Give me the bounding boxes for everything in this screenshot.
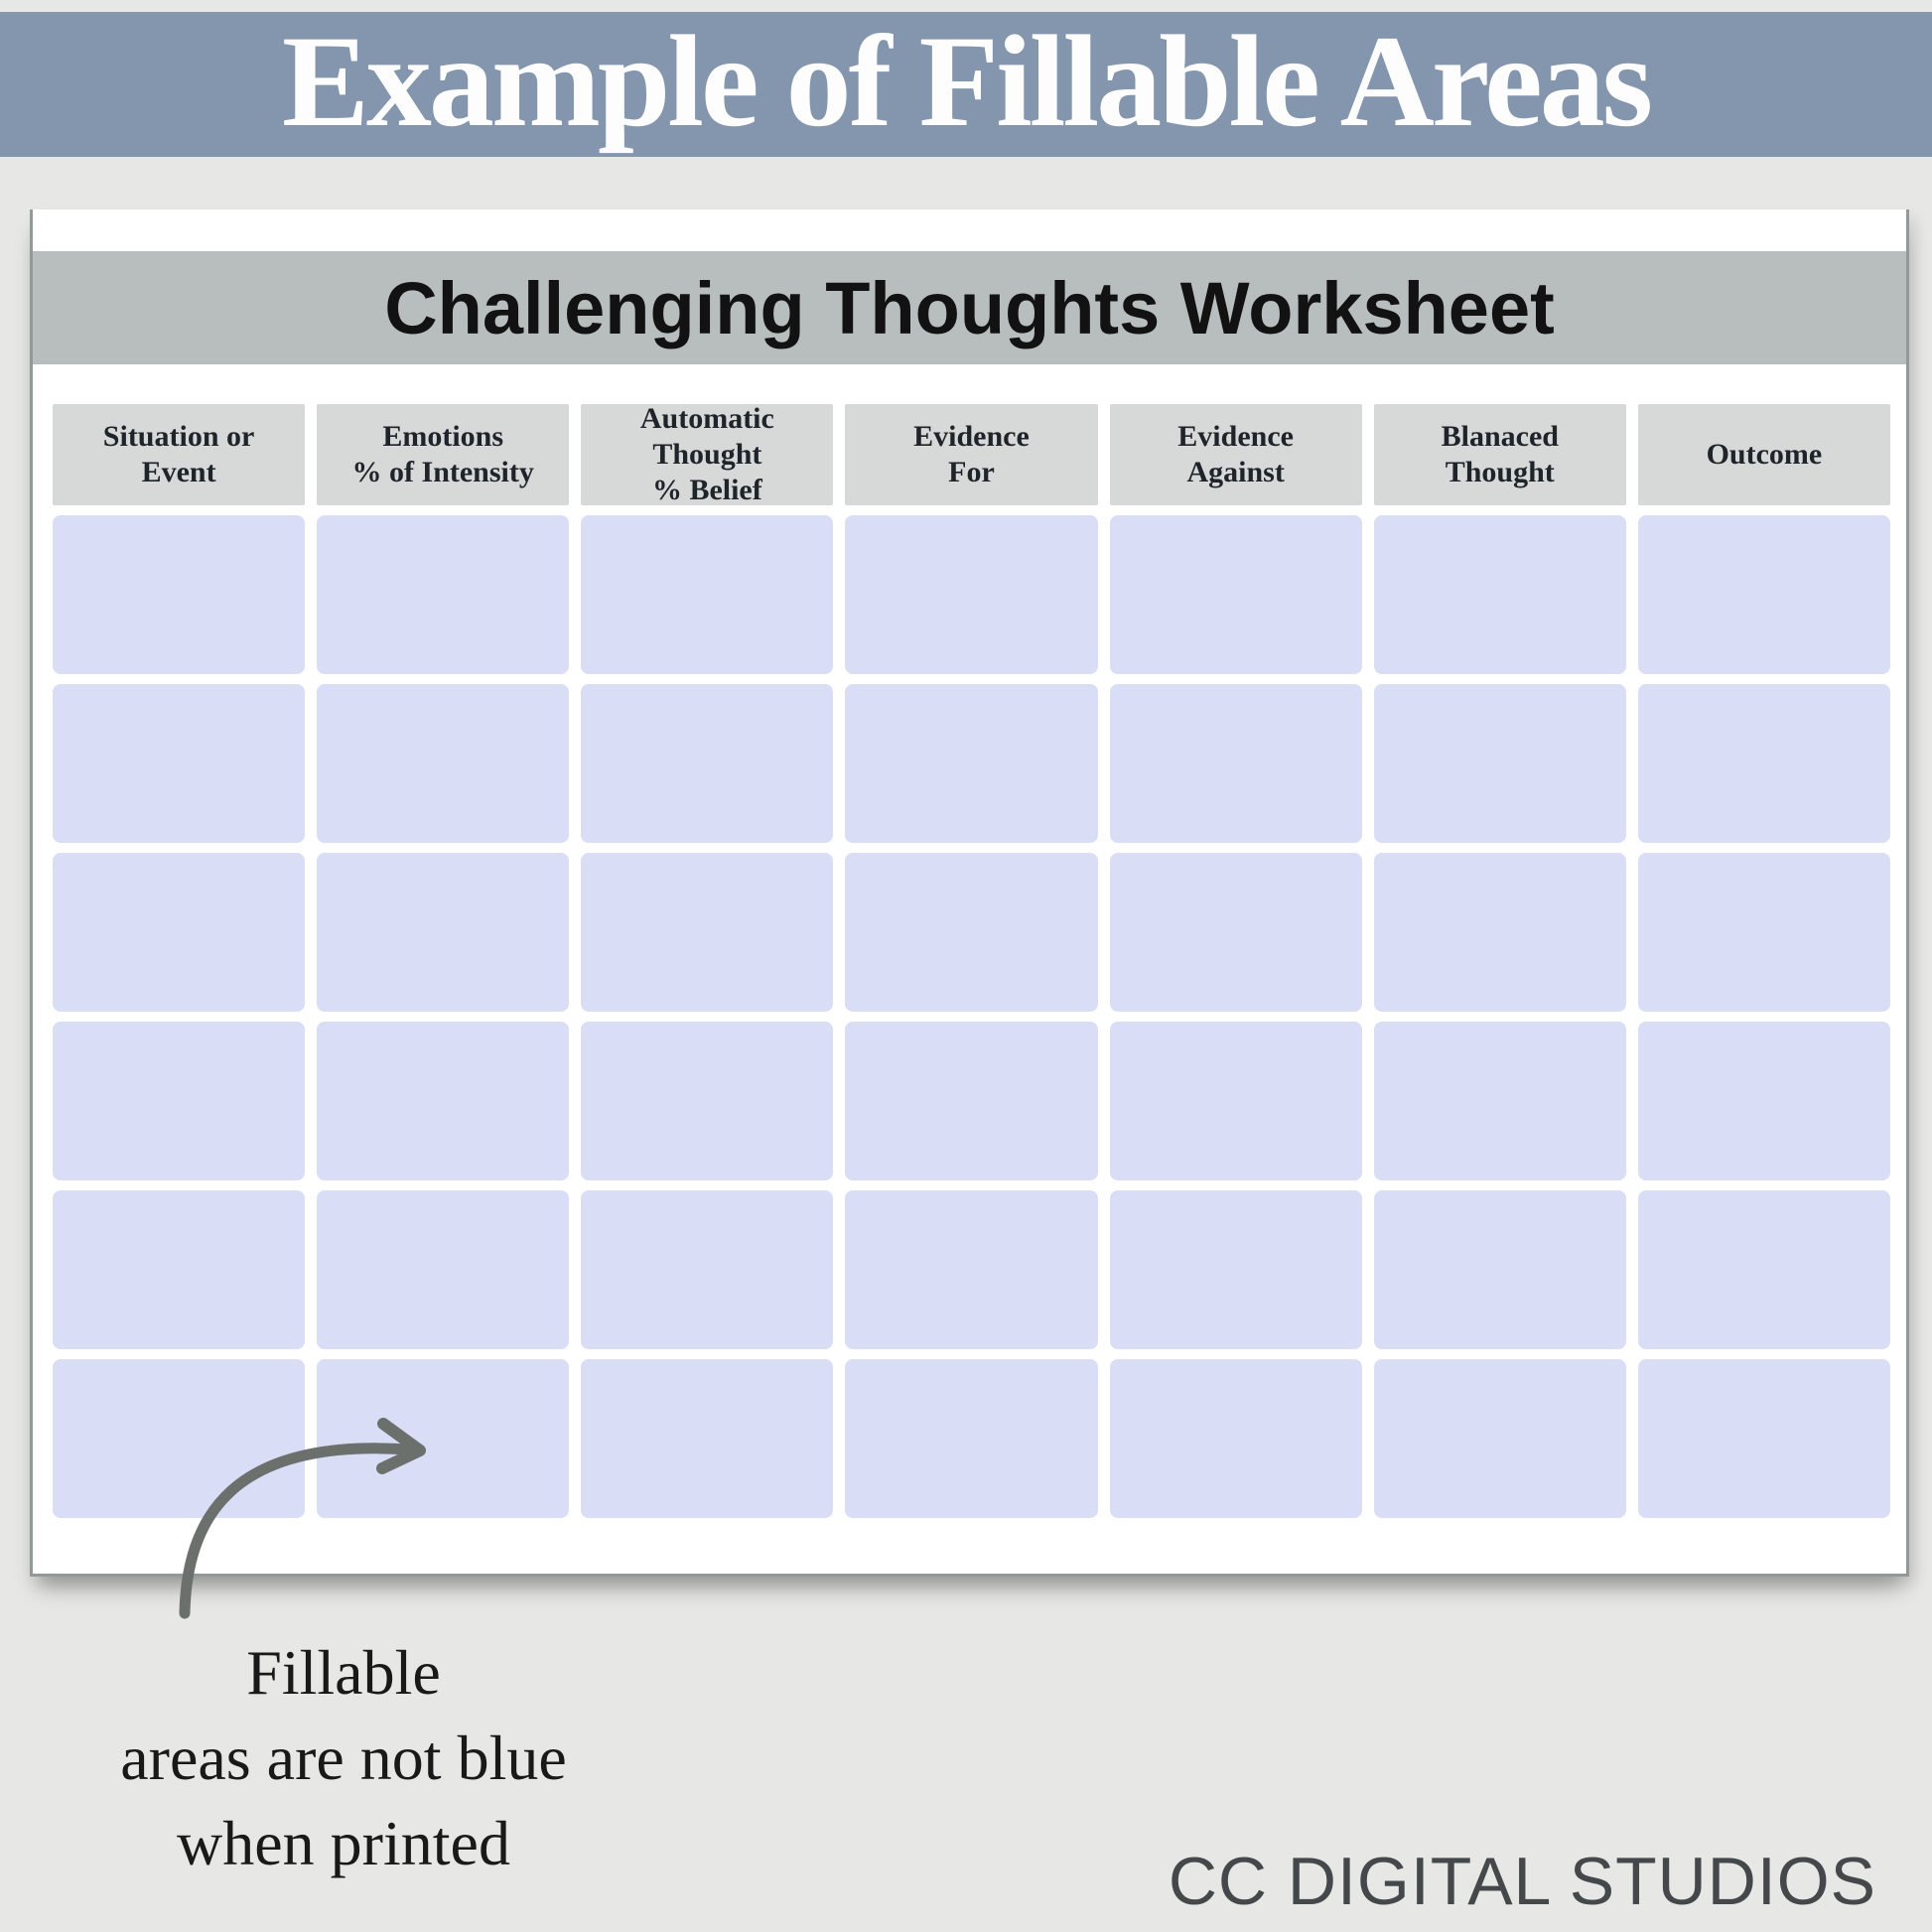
page-banner: Example of Fillable Areas	[0, 8, 1932, 157]
fillable-cell[interactable]	[845, 1359, 1098, 1518]
fillable-cell[interactable]	[1373, 1022, 1626, 1180]
column-header: Outcome	[1637, 404, 1890, 505]
fillable-cell[interactable]	[53, 1022, 306, 1180]
annotation-line: areas are not blue	[120, 1723, 567, 1793]
fillable-cell[interactable]	[845, 1190, 1098, 1349]
fillable-cell[interactable]	[1109, 1359, 1362, 1518]
fillable-cell[interactable]	[1637, 1190, 1890, 1349]
column-header: Evidence Against	[1109, 404, 1362, 505]
fillable-cell[interactable]	[53, 1359, 306, 1518]
worksheet-title: Challenging Thoughts Worksheet	[384, 266, 1555, 349]
column-header: Evidence For	[845, 404, 1098, 505]
fillable-cell[interactable]	[1637, 515, 1890, 674]
fillable-cell[interactable]	[317, 1022, 570, 1180]
annotation-line: when printed	[177, 1808, 510, 1878]
annotation-line: Fillable	[246, 1637, 441, 1708]
fillable-cell[interactable]	[1109, 853, 1362, 1012]
brand-footer: CC DIGITAL STUDIOS	[1168, 1844, 1876, 1919]
fillable-cell[interactable]	[317, 1359, 570, 1518]
fillable-cell[interactable]	[1637, 684, 1890, 843]
column-header: Emotions % of Intensity	[317, 404, 570, 505]
fillable-cell[interactable]	[581, 684, 834, 843]
fillable-cell[interactable]	[1637, 1022, 1890, 1180]
fillable-cell[interactable]	[1373, 684, 1626, 843]
banner-title: Example of Fillable Areas	[281, 7, 1653, 154]
fillable-cell[interactable]	[1373, 515, 1626, 674]
fillable-cell[interactable]	[317, 1190, 570, 1349]
fillable-cell[interactable]	[317, 853, 570, 1012]
column-header: Automatic Thought % Belief	[581, 402, 834, 506]
fillable-cell[interactable]	[53, 515, 306, 674]
fillable-cell[interactable]	[1109, 515, 1362, 674]
curved-arrow-icon	[179, 1418, 426, 1619]
fillable-cell[interactable]	[53, 1190, 306, 1349]
worksheet-table: Situation or Event Emotions % of Intensit…	[53, 402, 1890, 1518]
fillable-cell[interactable]	[1373, 1359, 1626, 1518]
fillable-cell[interactable]	[1373, 1190, 1626, 1349]
fillable-cell[interactable]	[581, 1022, 834, 1180]
fillable-cell[interactable]	[1373, 853, 1626, 1012]
fillable-cell[interactable]	[1637, 1359, 1890, 1518]
fillable-cell[interactable]	[1109, 684, 1362, 843]
fillable-cell[interactable]	[845, 515, 1098, 674]
fillable-cell[interactable]	[1109, 1022, 1362, 1180]
fillable-cell[interactable]	[1109, 1190, 1362, 1349]
fillable-cell[interactable]	[317, 515, 570, 674]
fillable-cell[interactable]	[1637, 853, 1890, 1012]
fillable-cell[interactable]	[581, 853, 834, 1012]
fillable-cell[interactable]	[581, 515, 834, 674]
worksheet-page: Challenging Thoughts Worksheet Situation…	[30, 209, 1909, 1577]
fillable-cell[interactable]	[845, 1022, 1098, 1180]
fillable-cell[interactable]	[53, 684, 306, 843]
fillable-cell[interactable]	[845, 684, 1098, 843]
fillable-cell[interactable]	[581, 1190, 834, 1349]
column-header: Blanaced Thought	[1373, 404, 1626, 505]
fillable-cell[interactable]	[845, 853, 1098, 1012]
worksheet-titlebar: Challenging Thoughts Worksheet	[33, 251, 1906, 364]
fillable-cell[interactable]	[53, 853, 306, 1012]
column-header: Situation or Event	[53, 404, 306, 505]
fillable-cell[interactable]	[317, 684, 570, 843]
annotation-caption: Fillable areas are not blue when printed	[36, 1630, 651, 1886]
fillable-cell[interactable]	[581, 1359, 834, 1518]
